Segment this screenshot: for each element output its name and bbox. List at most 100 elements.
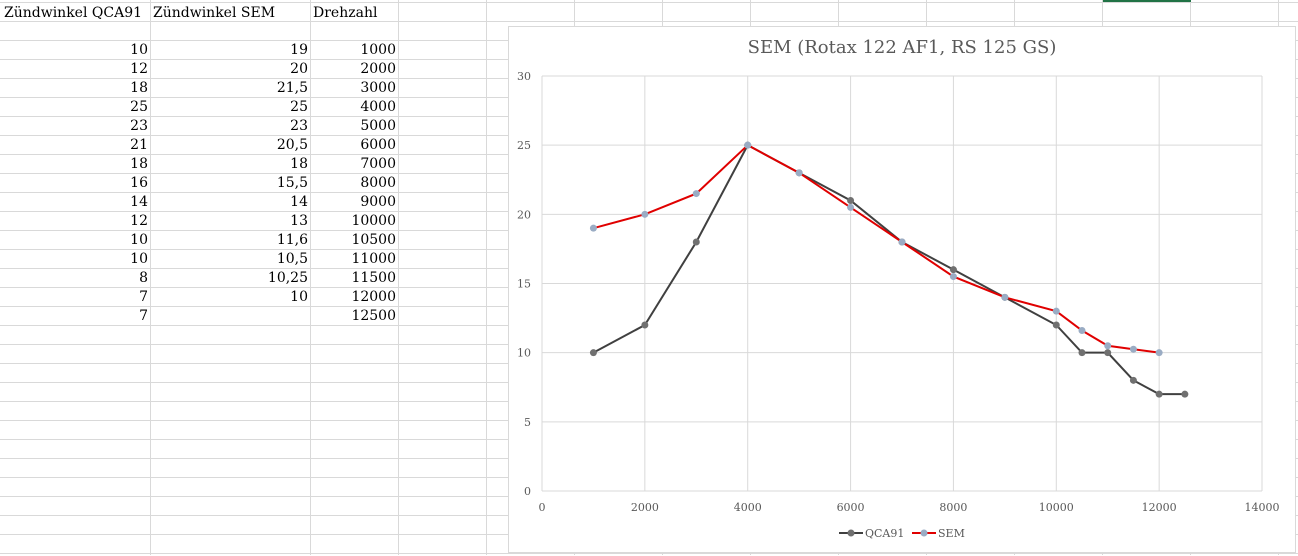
data-point-sem: [641, 210, 649, 218]
column-divider: [310, 0, 311, 555]
table-cell[interactable]: 18: [130, 80, 148, 96]
data-point-sem: [795, 169, 803, 177]
table-cell[interactable]: 12500: [351, 308, 396, 324]
table-cell[interactable]: 10: [130, 251, 148, 267]
table-cell[interactable]: 1000: [360, 42, 396, 58]
table-cell[interactable]: 15,5: [276, 175, 308, 191]
x-tick-label: 2000: [631, 501, 659, 514]
series-line-sem: [593, 143, 1160, 354]
table-cell[interactable]: 21,5: [276, 80, 308, 96]
table-cell[interactable]: 25: [130, 99, 148, 115]
table-cell[interactable]: 10: [130, 232, 148, 248]
x-tick-label: 12000: [1142, 501, 1177, 514]
table-cell[interactable]: 18: [290, 156, 308, 172]
y-tick-label: 10: [517, 347, 531, 360]
header-sem[interactable]: Zündwinkel SEM: [153, 5, 276, 21]
table-cell[interactable]: 21: [130, 137, 148, 153]
table-cell[interactable]: 8000: [360, 175, 396, 191]
table-cell[interactable]: 10000: [351, 213, 396, 229]
series-line-qca91: [592, 143, 1185, 396]
data-point-qca91: [1155, 390, 1163, 398]
data-point-qca91: [589, 349, 597, 357]
data-point-qca91: [1181, 390, 1189, 398]
column-divider: [398, 0, 399, 555]
table-cell[interactable]: 18: [130, 156, 148, 172]
x-tick-label: 10000: [1039, 501, 1074, 514]
x-tick-label: 0: [539, 501, 546, 514]
header-drehzahl[interactable]: Drehzahl: [313, 5, 378, 21]
data-point-sem: [1052, 307, 1060, 315]
legend-label-qca91: QCA91: [865, 527, 904, 540]
data-point-qca91: [1129, 376, 1137, 384]
table-cell[interactable]: 7: [139, 308, 148, 324]
legend-marker-sem: [920, 529, 928, 537]
data-point-sem: [1129, 345, 1137, 353]
table-cell[interactable]: 10,25: [267, 270, 308, 286]
data-point-sem: [692, 190, 700, 198]
data-point-sem: [1104, 342, 1112, 350]
table-cell[interactable]: 4000: [360, 99, 396, 115]
x-tick-label: 4000: [734, 501, 762, 514]
table-cell[interactable]: 23: [130, 118, 148, 134]
table-cell[interactable]: 20: [290, 61, 308, 77]
column-divider: [150, 0, 151, 555]
table-cell[interactable]: 6000: [360, 137, 396, 153]
data-point-qca91: [1078, 349, 1086, 357]
table-cell[interactable]: 2000: [360, 61, 396, 77]
data-point-sem: [589, 224, 597, 232]
data-point-sem: [1078, 327, 1086, 335]
table-cell[interactable]: 10: [130, 42, 148, 58]
y-tick-label: 5: [524, 416, 531, 429]
data-point-sem: [898, 238, 906, 246]
column-divider: [486, 0, 487, 555]
chart-plot: 0 5 10 15 20 25 30 0 2000 4000 6000 8000 10000 12000 1…: [517, 70, 1280, 540]
data-point-sem: [949, 273, 957, 281]
table-cell[interactable]: 14: [130, 194, 148, 210]
table-cell[interactable]: 12: [130, 213, 148, 229]
table-cell[interactable]: 11500: [351, 270, 396, 286]
table-cell[interactable]: 11,6: [276, 232, 308, 248]
data-point-qca91: [692, 238, 700, 246]
table-cell[interactable]: 9000: [360, 194, 396, 210]
data-point-sem: [847, 203, 855, 211]
active-cell-indicator: [1103, 0, 1191, 2]
data-point-qca91: [949, 266, 957, 274]
table-cell[interactable]: 8: [139, 270, 148, 286]
chart-title: SEM (Rotax 122 AF1, RS 125 GS): [747, 37, 1057, 58]
table-cell[interactable]: 7000: [360, 156, 396, 172]
table-cell[interactable]: 12: [130, 61, 148, 77]
y-tick-label: 0: [524, 485, 531, 498]
table-cell[interactable]: 5000: [360, 118, 396, 134]
table-cell[interactable]: 12000: [351, 289, 396, 305]
data-point-sem: [1001, 293, 1009, 301]
table-cell[interactable]: 10: [290, 289, 308, 305]
table-cell[interactable]: 10500: [351, 232, 396, 248]
data-point-sem: [1155, 349, 1163, 357]
y-tick-label: 20: [517, 208, 531, 221]
x-tick-label: 6000: [837, 501, 865, 514]
table-cell[interactable]: 20,5: [276, 137, 308, 153]
chart-area[interactable]: SEM (Rotax 122 AF1, RS 125 GS) 0 5 10 15 20 2…: [508, 26, 1296, 553]
x-tick-label: 14000: [1245, 501, 1280, 514]
table-cell[interactable]: 13: [290, 213, 308, 229]
table-cell[interactable]: 7: [139, 289, 148, 305]
data-point-sem: [744, 141, 752, 149]
y-tick-label: 15: [517, 278, 531, 291]
table-cell[interactable]: 14: [290, 194, 308, 210]
data-point-qca91: [641, 321, 649, 329]
header-qca91[interactable]: Zündwinkel QCA91: [4, 5, 143, 21]
legend-label-sem: SEM: [938, 527, 965, 540]
data-point-qca91: [1104, 349, 1112, 357]
table-cell[interactable]: 25: [290, 99, 308, 115]
table-cell[interactable]: 10,5: [276, 251, 308, 267]
table-cell[interactable]: 23: [290, 118, 308, 134]
table-cell[interactable]: 3000: [360, 80, 396, 96]
table-cell[interactable]: 11000: [351, 251, 396, 267]
data-point-qca91: [847, 197, 855, 204]
table-cell[interactable]: 16: [130, 175, 148, 191]
y-tick-label: 25: [517, 139, 531, 152]
data-point-qca91: [1052, 321, 1060, 329]
x-tick-label: 8000: [939, 501, 967, 514]
legend-marker-qca91: [847, 529, 855, 537]
table-cell[interactable]: 19: [290, 42, 308, 58]
